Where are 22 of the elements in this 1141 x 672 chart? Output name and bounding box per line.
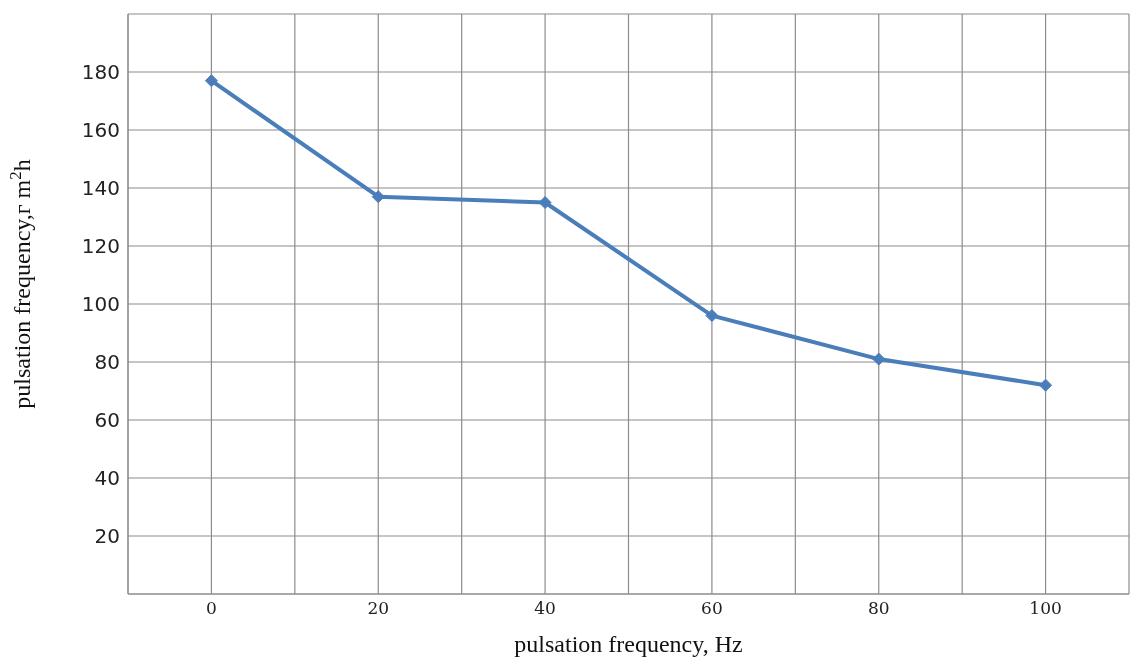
y-tick-label: 140 [81, 176, 120, 201]
x-axis-title: pulsation frequency, Hz [514, 631, 743, 657]
y-tick-label: 80 [94, 350, 120, 375]
y-tick-label: 20 [94, 524, 120, 549]
point [204, 74, 218, 88]
point [872, 352, 886, 366]
x-tick-label: 40 [534, 598, 556, 619]
point [371, 190, 385, 204]
y-tick-label: 60 [94, 408, 120, 433]
x-tick-label: 60 [701, 598, 723, 619]
y-tick-label: 120 [81, 234, 120, 259]
x-tick-label: 100 [1029, 598, 1062, 619]
point [705, 309, 719, 323]
y-tick-label: 160 [81, 118, 120, 143]
y-tick-label: 40 [94, 466, 120, 491]
y-tick-label: 100 [81, 292, 120, 317]
point [1039, 378, 1053, 392]
point [538, 196, 552, 209]
x-tick-label: 80 [867, 598, 890, 619]
y-tick-label: 180 [81, 60, 120, 85]
x-tick-label: 20 [367, 598, 390, 619]
x-tick-label: 0 [206, 598, 217, 619]
